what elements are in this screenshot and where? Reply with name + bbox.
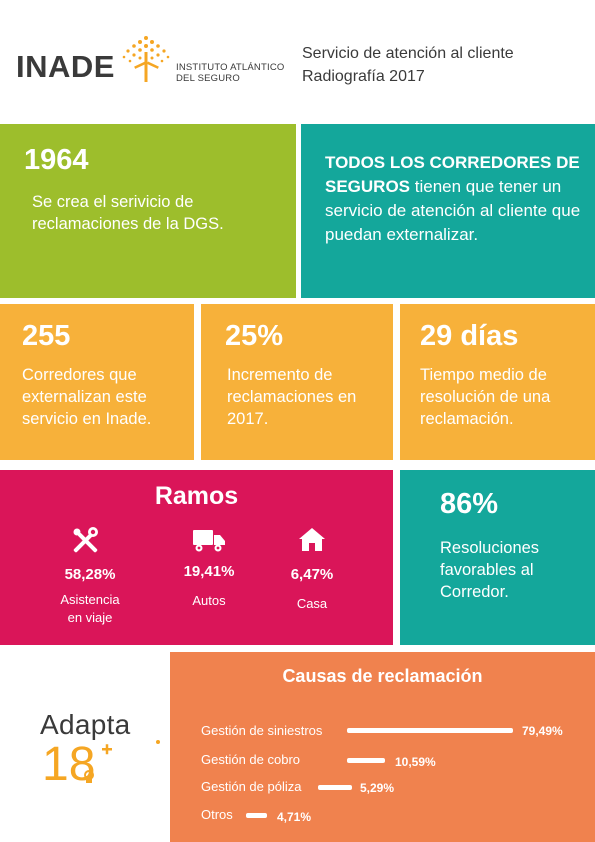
adapta-plus-icon xyxy=(84,740,160,783)
stat-box-corredores: 255 Corredores que externalizan este ser… xyxy=(0,304,194,460)
cause-value: 10,59% xyxy=(395,755,436,769)
header-title-line1: Servicio de atención al cliente xyxy=(302,45,514,62)
corredores-highlight: TODOS LOS CORREDORES DE SEGUROS xyxy=(325,153,580,196)
resoluciones-value: 86% xyxy=(440,488,499,520)
cause-value: 79,49% xyxy=(522,724,563,738)
corredores-rest: tienen que tener un servicio de atención… xyxy=(325,177,581,244)
ramo-label-line2: en viaje xyxy=(67,610,113,625)
box-causas: Causas de reclamación Gestión de siniest… xyxy=(170,652,595,842)
cause-label: Gestión de póliza xyxy=(201,779,302,794)
corredores-text: TODOS LOS CORREDORES DE SEGUROS tienen q… xyxy=(325,151,585,247)
ramo-label: Asistencia en viaje xyxy=(40,591,140,627)
box-1964: 1964 Se crea el serivicio de reclamacion… xyxy=(0,124,296,298)
year-value: 1964 xyxy=(24,144,89,176)
box-corredores: TODOS LOS CORREDORES DE SEGUROS tienen q… xyxy=(301,124,595,298)
house-icon xyxy=(299,528,325,551)
logo-sub-line2: DEL SEGURO xyxy=(176,73,240,84)
stat-box-tiempo: 29 días Tiempo medio de resolución de un… xyxy=(400,304,595,460)
cause-label: Gestión de cobro xyxy=(201,752,301,767)
ramos-title: Ramos xyxy=(154,482,239,510)
cause-bar xyxy=(318,785,352,790)
stat-box-incremento: 25% Incremento de reclamaciones en 2017. xyxy=(201,304,393,460)
ramo-label-line1: Asistencia xyxy=(60,592,120,607)
logo-tree-icon xyxy=(122,36,170,82)
year-desc: Se crea el serivicio de reclamaciones de… xyxy=(32,193,224,233)
stat-value: 25% xyxy=(225,320,284,352)
cause-label: Otros xyxy=(201,807,233,822)
stat-value: 29 días xyxy=(420,320,519,352)
ramo-value: 6,47% xyxy=(290,566,334,583)
resoluciones-desc: Resoluciones favorables al Corredor. xyxy=(440,539,540,601)
causas-title: Causas de reclamación xyxy=(282,666,483,686)
adapta-word: Adapta xyxy=(40,709,131,740)
cause-bar xyxy=(347,758,385,763)
ramo-value: 58,28% xyxy=(64,566,116,583)
cause-bar xyxy=(347,728,513,733)
cause-value: 5,29% xyxy=(360,781,395,795)
stat-desc: Incremento de reclamaciones en 2017. xyxy=(227,366,357,428)
stat-value: 255 xyxy=(22,320,71,352)
tools-icon xyxy=(73,527,98,553)
stat-desc: Corredores que externalizan este servici… xyxy=(22,366,152,428)
cause-label: Gestión de siniestros xyxy=(201,723,323,738)
ramo-label: Autos xyxy=(192,593,226,608)
cause-bar xyxy=(246,813,267,818)
ramo-label: Casa xyxy=(296,596,328,611)
stat-desc: Tiempo medio de resolución de una reclam… xyxy=(420,366,551,428)
logo-sub-line1: INSTITUTO ATLÁNTICO xyxy=(176,62,285,73)
box-ramos: Ramos 58,28% Asistencia en viaje 19,41% … xyxy=(0,470,393,645)
inade-logo-text: INADE xyxy=(16,49,115,84)
logo-subtitle: INSTITUTO ATLÁNTICO DEL SEGURO xyxy=(176,62,285,84)
cause-value: 4,71% xyxy=(277,810,312,824)
truck-icon xyxy=(193,530,225,552)
header-title-line2: Radiografía 2017 xyxy=(302,68,425,85)
box-resoluciones: 86% Resoluciones favorables al Corredor. xyxy=(400,470,595,645)
ramo-value: 19,41% xyxy=(183,563,235,580)
header-title: Servicio de atención al cliente Radiogra… xyxy=(302,42,514,88)
